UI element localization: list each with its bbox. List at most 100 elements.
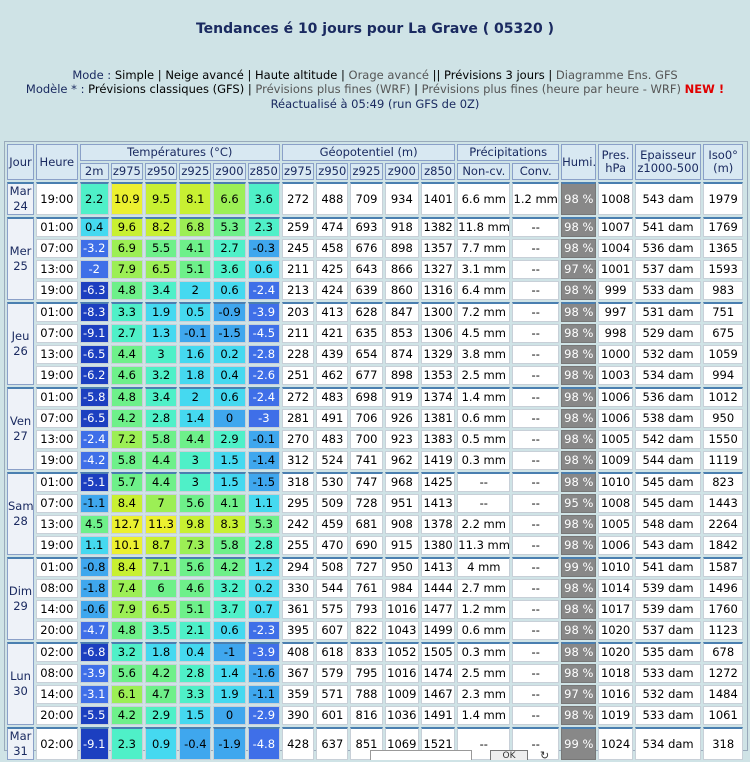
geo-cell: 421	[316, 324, 349, 343]
epaisseur-cell: 539 dam	[634, 600, 702, 619]
temp-cell: 0.4	[79, 217, 109, 237]
temp-cell: -2.3	[247, 621, 280, 640]
subheader-temp-3: z925	[179, 163, 212, 180]
epaisseur-cell: 532 dam	[634, 685, 702, 704]
humidity-cell: 98 %	[561, 642, 597, 662]
geo-cell: 459	[316, 515, 349, 534]
ok-button[interactable]: OK	[490, 750, 528, 760]
mode-link-diagramme[interactable]: Diagramme Ens. GFS	[555, 68, 678, 82]
temp-cell: 5.3	[213, 217, 246, 237]
geo-cell: 462	[316, 366, 349, 385]
mode-link-3-jours[interactable]: Prévisions 3 jours	[444, 68, 545, 82]
subheader-geo-0: z975	[281, 163, 315, 180]
temp-cell: 9.5	[144, 182, 178, 215]
temp-cell: 5.6	[179, 494, 212, 513]
mode-link-neige[interactable]: Neige avancé	[165, 68, 244, 82]
geo-cell: 681	[350, 515, 383, 534]
geo-cell: 312	[281, 451, 315, 470]
geo-cell: 1327	[420, 260, 456, 279]
geo-cell: 1306	[420, 324, 456, 343]
precip-cell: 2.5 mm	[457, 664, 511, 683]
temp-cell: 4.2	[144, 664, 178, 683]
epaisseur-cell: 529 dam	[634, 324, 702, 343]
geo-cell: 618	[316, 642, 349, 662]
temp-cell: 2.3	[247, 217, 280, 237]
geo-cell: 968	[384, 472, 419, 492]
forecast-table: Jour Heure Températures (°C) Géopotentie…	[5, 142, 745, 762]
temp-cell: -0.1	[179, 324, 212, 343]
model-link-wrf[interactable]: Prévisions plus fines (WRF)	[255, 82, 411, 96]
temp-cell: -4.7	[79, 621, 109, 640]
epaisseur-cell: 539 dam	[634, 579, 702, 598]
pressure-cell: 999	[598, 281, 633, 300]
humidity-cell: 97 %	[561, 685, 597, 704]
geo-cell: 458	[316, 239, 349, 258]
model-link-wrf-hourly[interactable]: Prévisions plus fines (heure par heure -…	[421, 82, 681, 96]
temp-cell: 0.6	[247, 260, 280, 279]
geo-cell: 607	[316, 621, 349, 640]
geo-cell: 228	[281, 345, 315, 364]
precip-cell: 6.4 mm	[457, 281, 511, 300]
subheader-precip-0: Non-cv.	[457, 163, 511, 180]
geo-cell: 544	[316, 579, 349, 598]
geo-cell: 926	[384, 409, 419, 428]
temp-cell: 2	[179, 281, 212, 300]
temp-cell: 1.5	[179, 706, 212, 725]
model-selector: Modèle * : Prévisions classiques (GFS) |…	[25, 82, 725, 96]
temp-cell: 5.1	[179, 600, 212, 619]
refresh-icon[interactable]: ↻	[540, 749, 550, 760]
geo-cell: 728	[350, 494, 383, 513]
temp-cell: 8.1	[179, 182, 212, 215]
temp-cell: 0	[213, 706, 246, 725]
temp-cell: 3.2	[144, 366, 178, 385]
humidity-cell: 98 %	[561, 664, 597, 683]
geo-cell: 915	[384, 536, 419, 555]
table-row: 19:00 -6.3 4.8 3.4 2 0.6 -2.4 213 424 639 860 1316 6…	[7, 281, 743, 300]
pressure-cell: 998	[598, 324, 633, 343]
temp-cell: 1.4	[179, 409, 212, 428]
epaisseur-cell: 545 dam	[634, 472, 702, 492]
temp-cell: -3	[247, 409, 280, 428]
temp-cell: -5.8	[79, 387, 109, 407]
forecast-body: Mar 24 19:00 2.2 10.9 9.5 8.1 6.6 3.6 272 488 709 9…	[7, 182, 743, 760]
temp-cell: 0.2	[213, 345, 246, 364]
temp-cell: 0.7	[247, 600, 280, 619]
epaisseur-cell: 543 dam	[634, 536, 702, 555]
epaisseur-cell: 537 dam	[634, 260, 702, 279]
precip-cell: --	[512, 472, 560, 492]
temp-cell: 5.8	[110, 451, 143, 470]
temp-cell: -1.4	[247, 451, 280, 470]
humidity-cell: 98 %	[561, 345, 597, 364]
iso0-cell: 950	[703, 409, 743, 428]
geo-cell: 413	[316, 302, 349, 322]
geo-cell: 1016	[384, 600, 419, 619]
mode-link-haute-altitude[interactable]: Haute altitude	[255, 68, 338, 82]
humidity-cell: 97 %	[561, 260, 597, 279]
iso0-cell: 1593	[703, 260, 743, 279]
temp-cell: 6	[144, 579, 178, 598]
precip-cell: --	[512, 387, 560, 407]
hour-cell: 20:00	[36, 706, 78, 725]
mode-link-orage[interactable]: Orage avancé	[348, 68, 429, 82]
temp-cell: 4.2	[110, 706, 143, 725]
geo-cell: 359	[281, 685, 315, 704]
precip-cell: 1.2 mm	[512, 182, 560, 215]
temp-cell: 4.8	[110, 621, 143, 640]
temp-cell: -0.6	[79, 600, 109, 619]
temp-cell: -5.5	[79, 706, 109, 725]
bottom-input[interactable]	[370, 750, 472, 760]
model-link-gfs[interactable]: Prévisions classiques (GFS)	[88, 82, 245, 96]
geo-cell: 1316	[420, 281, 456, 300]
pressure-cell: 1008	[598, 182, 633, 215]
humidity-cell: 99 %	[561, 557, 597, 577]
geo-cell: 816	[350, 706, 383, 725]
mode-link-simple[interactable]: Simple	[114, 68, 155, 82]
temp-cell: 6.1	[110, 685, 143, 704]
geo-cell: 272	[281, 387, 315, 407]
day-label: Mar 31	[7, 727, 35, 760]
temp-cell: 1.8	[144, 642, 178, 662]
hour-cell: 13:00	[36, 515, 78, 534]
precip-cell: 0.6 mm	[457, 409, 511, 428]
humidity-cell: 98 %	[561, 217, 597, 237]
pressure-cell: 1018	[598, 664, 633, 683]
